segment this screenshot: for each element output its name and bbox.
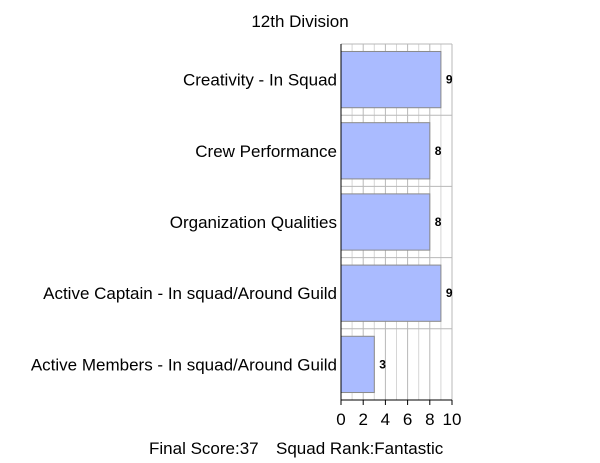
category-label: Active Members - In squad/Around Guild: [31, 355, 337, 374]
category-labels: Creativity - In Squad Crew Performance Org…: [31, 71, 337, 375]
x-tick-label: 0: [336, 410, 345, 429]
category-label: Organization Qualities: [170, 213, 337, 232]
x-tick-label: 8: [425, 410, 434, 429]
chart-title: 12th Division: [251, 12, 348, 31]
bar: [340, 122, 431, 180]
bar: [340, 335, 375, 394]
x-tick-label: 10: [443, 410, 462, 429]
value-label: 8: [435, 215, 442, 229]
x-axis: 0 2 4 6 8 10: [336, 44, 461, 429]
squad-rank: Squad Rank:Fantastic: [276, 439, 444, 458]
value-label: 3: [379, 357, 386, 371]
bar: [340, 193, 431, 251]
bars: [340, 50, 442, 394]
category-label: Crew Performance: [195, 142, 337, 161]
final-score: Final Score:37: [149, 439, 259, 458]
bar: [340, 264, 442, 322]
x-tick-label: 4: [381, 410, 390, 429]
bar: [340, 50, 442, 109]
category-label: Creativity - In Squad: [183, 71, 337, 90]
value-label: 9: [446, 73, 453, 87]
x-tick-label: 2: [358, 410, 367, 429]
value-label: 9: [446, 286, 453, 300]
value-labels: 9 8 8 9 3: [379, 73, 453, 372]
x-tick-label: 6: [403, 410, 412, 429]
category-label: Active Captain - In squad/Around Guild: [43, 284, 337, 303]
value-label: 8: [435, 144, 442, 158]
